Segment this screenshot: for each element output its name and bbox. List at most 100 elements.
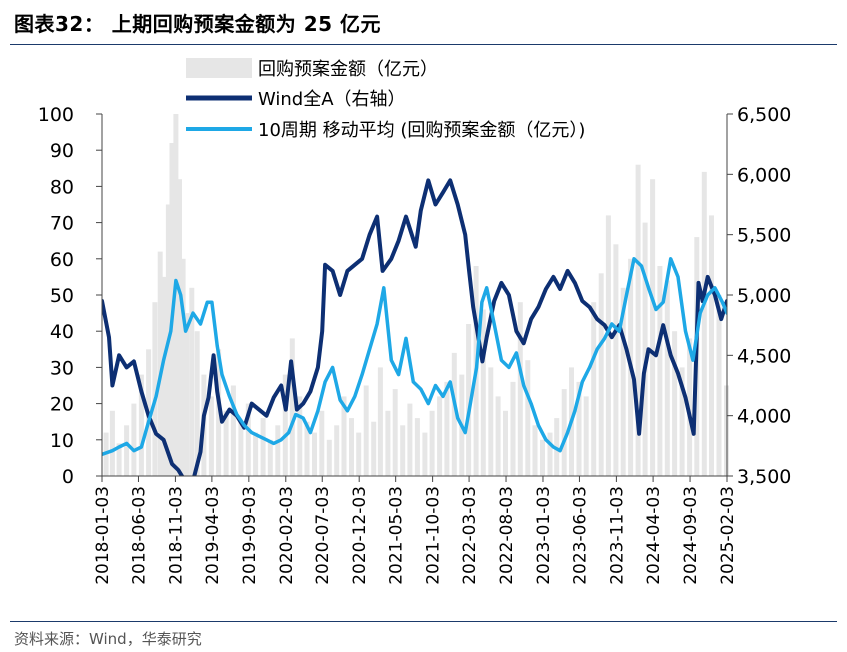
footer-divider xyxy=(10,621,837,622)
buyback-bar xyxy=(334,425,340,476)
wind-a-line xyxy=(102,178,727,476)
buyback-bar xyxy=(650,179,656,476)
chart-canvas: 0 10 20 30 40 50 60 70 80 90 100 3,500 4,000 4,500 5,0… xyxy=(38,58,792,585)
legend-label-buyback: 回购预案金额（亿元） xyxy=(258,59,438,80)
buyback-bar xyxy=(407,403,413,476)
buyback-bar xyxy=(517,302,523,476)
y-left-tick-label: 20 xyxy=(50,394,74,416)
buyback-bar xyxy=(466,324,472,476)
buyback-bar xyxy=(510,381,516,476)
buyback-bar xyxy=(245,403,251,476)
buyback-bar xyxy=(349,418,354,476)
y-left-tick-label: 10 xyxy=(50,430,74,452)
y-left-tick-label: 100 xyxy=(38,104,74,126)
buyback-bar xyxy=(230,385,236,476)
buyback-bar xyxy=(613,244,619,476)
y-left-tick-label: 30 xyxy=(50,357,74,379)
buyback-bar xyxy=(138,374,144,476)
buyback-bar xyxy=(275,425,281,476)
legend-swatch-buyback xyxy=(186,58,252,78)
buyback-bar xyxy=(377,367,383,476)
buyback-bar xyxy=(131,403,137,476)
y-right-tick-label: 5,500 xyxy=(737,225,791,247)
buyback-bar xyxy=(414,418,420,476)
buyback-bar xyxy=(297,396,303,476)
buyback-bar xyxy=(124,425,130,476)
y-right-tick-label: 4,500 xyxy=(737,345,791,367)
buyback-bar xyxy=(189,287,195,476)
buyback-bar xyxy=(591,302,597,476)
x-tick-label: 2022-03-03 xyxy=(460,486,480,585)
x-tick-label: 2020-07-03 xyxy=(313,486,333,585)
buyback-bar xyxy=(194,331,200,476)
buyback-bar xyxy=(400,425,406,476)
source-note: 资料来源：Wind，华泰研究 xyxy=(14,630,202,648)
x-tick-label: 2024-04-03 xyxy=(644,486,664,585)
buyback-bar xyxy=(503,410,508,476)
y-left-tick-label: 40 xyxy=(50,321,74,343)
x-tick-label: 2022-08-03 xyxy=(497,486,517,585)
chart-axes: 0 10 20 30 40 50 60 70 80 90 100 3,500 4,000 4,500 5,0… xyxy=(38,104,792,585)
x-tick-label: 2023-11-03 xyxy=(607,486,627,585)
buyback-bar xyxy=(642,222,648,476)
buyback-bar xyxy=(260,418,266,476)
buyback-bar xyxy=(238,421,244,476)
x-tick-label: 2024-09-03 xyxy=(681,486,701,585)
buyback-bar xyxy=(208,396,214,476)
buyback-bar xyxy=(162,276,168,476)
buyback-bar xyxy=(561,389,567,476)
buyback-bar xyxy=(444,381,450,476)
buyback-bar xyxy=(363,385,369,476)
buyback-bar xyxy=(532,425,538,476)
x-tick-label: 2025-02-03 xyxy=(718,486,738,585)
y-left-tick-label: 50 xyxy=(50,285,74,307)
title-divider xyxy=(10,44,837,45)
y-left-tick-label: 70 xyxy=(50,213,74,235)
buyback-bar xyxy=(312,432,317,476)
buyback-bar xyxy=(480,309,486,476)
legend-label-wind-a: Wind全A（右轴） xyxy=(258,89,406,110)
buyback-bar xyxy=(152,302,158,476)
legend-label-moving-average: 10周期 移动平均 (回购预案金额（亿元）) xyxy=(258,120,585,141)
x-tick-label: 2023-06-03 xyxy=(570,486,590,585)
buyback-bar xyxy=(184,313,190,476)
y-left-tick-label: 80 xyxy=(50,176,74,198)
buyback-bar xyxy=(304,421,310,476)
x-tick-label: 2019-04-03 xyxy=(203,486,223,585)
buyback-bar xyxy=(495,396,501,476)
buyback-bar xyxy=(109,410,115,476)
x-tick-label: 2021-05-03 xyxy=(387,486,407,585)
buyback-bar xyxy=(289,338,295,476)
buyback-bar xyxy=(716,295,722,476)
buyback-bar xyxy=(116,443,122,476)
buyback-bar xyxy=(605,215,611,476)
chart-title: 图表32： 上期回购预案金额为 25 亿元 xyxy=(14,12,382,36)
buyback-bar xyxy=(635,164,641,476)
y-right-tick-label: 6,000 xyxy=(737,164,791,186)
y-left-tick-label: 90 xyxy=(50,140,74,162)
buyback-bar xyxy=(385,410,391,476)
buyback-bar xyxy=(620,287,626,476)
buyback-bar xyxy=(576,381,582,476)
moving-average-line xyxy=(102,257,727,457)
buyback-bar xyxy=(267,439,273,476)
buyback-bar xyxy=(525,360,531,476)
buyback-bar xyxy=(157,251,163,476)
buyback-bar xyxy=(177,179,182,476)
buyback-bar xyxy=(356,432,362,476)
x-tick-label: 2018-01-03 xyxy=(93,486,113,585)
x-tick-label: 2020-12-03 xyxy=(350,486,370,585)
buyback-bar xyxy=(180,258,186,476)
buyback-bar xyxy=(679,367,685,476)
buyback-bar xyxy=(319,410,325,476)
buyback-bar xyxy=(709,215,714,476)
buyback-bar xyxy=(392,389,398,476)
buyback-bar xyxy=(488,367,494,476)
y-right-tick-label: 6,500 xyxy=(737,104,791,126)
y-right-tick-label: 3,500 xyxy=(737,466,791,488)
x-tick-label: 2019-09-03 xyxy=(240,486,260,585)
buyback-bar xyxy=(253,432,259,476)
buyback-bar xyxy=(429,410,435,476)
buyback-bar xyxy=(540,439,545,476)
y-left-tick-label: 60 xyxy=(50,249,74,271)
